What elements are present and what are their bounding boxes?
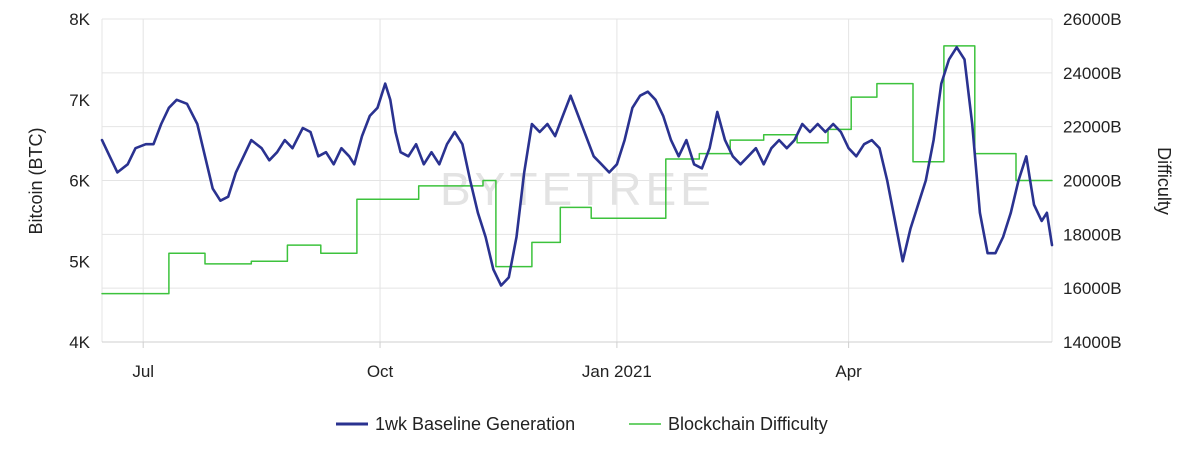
legend: 1wk Baseline Generation Blockchain Diffi… — [336, 414, 828, 434]
legend-label-baseline: 1wk Baseline Generation — [375, 414, 575, 434]
y-left-tick-label: 5K — [69, 252, 90, 271]
y-right-tick-label: 26000B — [1063, 10, 1122, 29]
series-layer — [100, 45, 1054, 295]
series-line-1wk-baseline-generation — [100, 46, 1054, 287]
y-left-tick-label: 8K — [69, 10, 90, 29]
y-right-tick-label: 24000B — [1063, 64, 1122, 83]
x-tick-label: Jan 2021 — [582, 362, 652, 381]
legend-label-difficulty: Blockchain Difficulty — [668, 414, 828, 434]
x-tick-label: Oct — [367, 362, 394, 381]
x-tick-label: Apr — [835, 362, 862, 381]
y-left-tick-label: 4K — [69, 333, 90, 352]
y-left-tick-label: 6K — [69, 172, 90, 191]
y-axis-left-ticks: 4K 5K 6K 7K 8K — [69, 10, 90, 352]
y-right-tick-label: 14000B — [1063, 333, 1122, 352]
legend-item-baseline[interactable]: 1wk Baseline Generation — [336, 414, 575, 434]
legend-item-difficulty[interactable]: Blockchain Difficulty — [629, 414, 828, 434]
series-line-blockchain-difficulty — [101, 45, 1053, 295]
y-axis-right-ticks: 14000B 16000B 18000B 20000B 22000B 24000B 2600… — [1063, 10, 1122, 352]
y-right-tick-label: 22000B — [1063, 118, 1122, 137]
y-right-tick-label: 20000B — [1063, 172, 1122, 191]
x-tick-label: Jul — [132, 362, 154, 381]
y-axis-right-title: Difficulty — [1154, 147, 1174, 215]
y-left-tick-label: 7K — [69, 91, 90, 110]
x-axis-ticks: Jul Oct Jan 2021 Apr — [132, 342, 862, 381]
y-right-tick-label: 16000B — [1063, 279, 1122, 298]
y-right-tick-label: 18000B — [1063, 225, 1122, 244]
y-axis-left-title: Bitcoin (BTC) — [26, 127, 46, 234]
